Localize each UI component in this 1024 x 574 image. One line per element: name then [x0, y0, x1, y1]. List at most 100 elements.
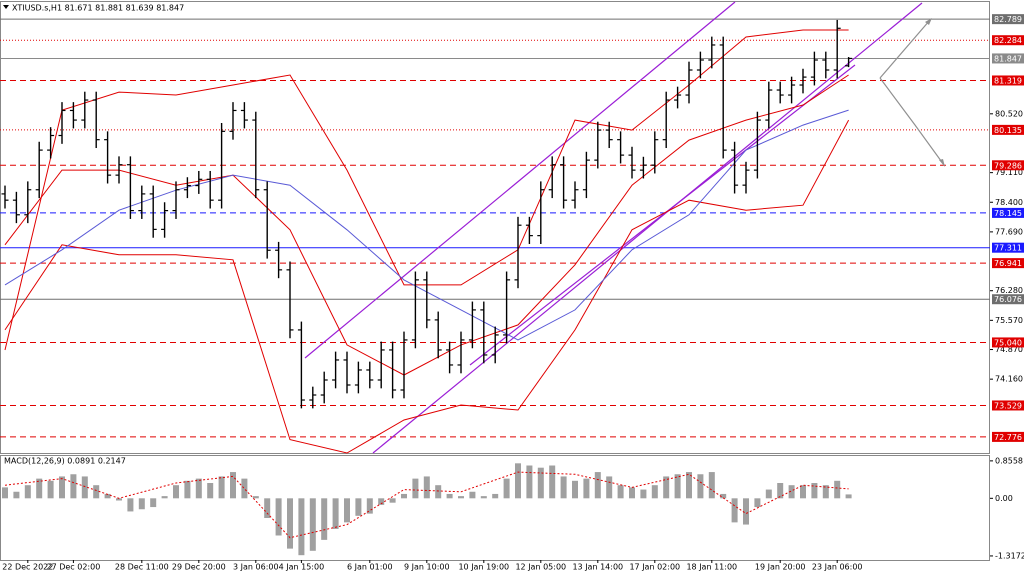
macd-bar — [59, 476, 65, 499]
macd-bar — [127, 498, 134, 512]
macd-bar — [663, 476, 670, 499]
macd-bar — [594, 472, 601, 499]
level-label: 82.789 — [994, 15, 1022, 24]
level-label: 78.145 — [994, 209, 1022, 218]
macd-bar — [355, 498, 362, 516]
macd-bar — [332, 498, 339, 529]
macd-bar — [321, 498, 328, 540]
price-panel — [0, 1, 990, 454]
x-tick-label: 29 Dec 20:00 — [172, 563, 226, 572]
macd-bar — [104, 493, 111, 499]
macd-bar — [378, 498, 385, 505]
macd-bar — [435, 485, 442, 499]
x-tick-label: 27 Dec 02:00 — [46, 563, 100, 572]
macd-bar — [81, 476, 88, 499]
macd-bar — [298, 498, 305, 556]
projection-arrow — [879, 19, 931, 79]
arrow-head — [925, 18, 932, 25]
x-tick-label: 4 Jan 15:00 — [279, 563, 325, 572]
macd-bar — [2, 487, 8, 499]
level-label: 80.135 — [994, 126, 1022, 135]
channel-line — [469, 64, 856, 366]
macd-bar — [480, 496, 487, 499]
x-tick-label: 6 Jan 01:00 — [347, 563, 393, 572]
x-tick-label: 12 Jan 05:00 — [515, 563, 566, 572]
macd-bar — [743, 498, 749, 525]
macd-bar — [161, 496, 168, 499]
macd-bar — [241, 478, 248, 499]
macd-bar — [515, 463, 521, 499]
level-box — [992, 337, 1024, 348]
macd-bar — [526, 465, 533, 499]
y-tick-label: 76.280 — [995, 286, 1023, 295]
macd-bar — [287, 498, 293, 549]
x-tick-label: 23 Jan 06:00 — [812, 563, 863, 572]
channel-line — [372, 2, 923, 454]
level-label: 73.529 — [994, 401, 1022, 410]
macd-bar — [606, 476, 613, 499]
level-box — [992, 35, 1024, 46]
macd-bar — [617, 485, 624, 499]
macd-bar — [822, 485, 829, 499]
y-tick-label: 78.400 — [995, 198, 1023, 207]
projection-arrow — [879, 77, 945, 166]
level-label: 79.286 — [994, 161, 1022, 170]
macd-bar — [252, 496, 259, 499]
macd-bar — [412, 478, 419, 499]
macd-bar — [366, 498, 373, 514]
level-box — [992, 53, 1024, 64]
indicator-line — [4, 29, 849, 351]
macd-bar — [93, 485, 100, 499]
macd-bar — [537, 467, 544, 499]
level-box — [992, 14, 1024, 25]
x-tick-label: 18 Jan 11:00 — [686, 563, 737, 572]
level-label: 82.284 — [994, 36, 1022, 45]
macd-bar — [173, 485, 179, 499]
macd-bar — [697, 474, 704, 499]
indicator-line — [4, 74, 849, 376]
level-box — [992, 400, 1024, 411]
macd-bar — [674, 474, 681, 499]
macd-bar — [845, 494, 852, 499]
macd-bar — [458, 496, 464, 499]
macd-bar — [230, 472, 236, 499]
x-tick-label: 10 Jan 19:00 — [458, 563, 509, 572]
macd-bar — [184, 480, 191, 499]
macd-bar — [13, 491, 20, 499]
x-tick-label: 17 Jan 02:00 — [629, 563, 680, 572]
macd-bar — [195, 478, 202, 499]
macd-bar — [309, 498, 316, 551]
macd-bar — [754, 498, 761, 508]
macd-bar — [36, 478, 43, 499]
macd-bar — [708, 472, 715, 499]
y-tick-label: 80.520 — [995, 109, 1023, 118]
x-tick-label: 13 Jan 14:00 — [572, 563, 623, 572]
macd-bar — [788, 485, 795, 499]
macd-bar — [492, 493, 499, 499]
level-label: 77.311 — [994, 244, 1022, 253]
x-tick-label: 9 Jan 10:00 — [404, 563, 450, 572]
macd-panel — [0, 455, 990, 561]
x-tick-label: 28 Dec 11:00 — [115, 563, 169, 572]
macd-signal — [4, 471, 849, 539]
macd-bar — [150, 498, 157, 508]
macd-bar — [116, 498, 122, 501]
macd-bar — [572, 480, 578, 499]
macd-bar — [218, 476, 225, 499]
macd-bar — [800, 485, 806, 499]
macd-bar — [583, 478, 590, 499]
level-label: 81.319 — [994, 76, 1022, 85]
y-tick-label: 75.570 — [995, 316, 1023, 325]
macd-bar — [264, 498, 271, 518]
menu-triangle[interactable] — [3, 5, 9, 9]
macd-bar — [446, 493, 453, 499]
indicator-line — [4, 109, 849, 341]
macd-bar — [834, 480, 841, 499]
level-label: 75.040 — [994, 338, 1022, 347]
level-label: 76.941 — [994, 259, 1022, 268]
macd-bar — [549, 465, 556, 499]
level-box — [992, 242, 1024, 253]
level-box — [992, 124, 1024, 135]
macd-bar — [765, 489, 772, 499]
